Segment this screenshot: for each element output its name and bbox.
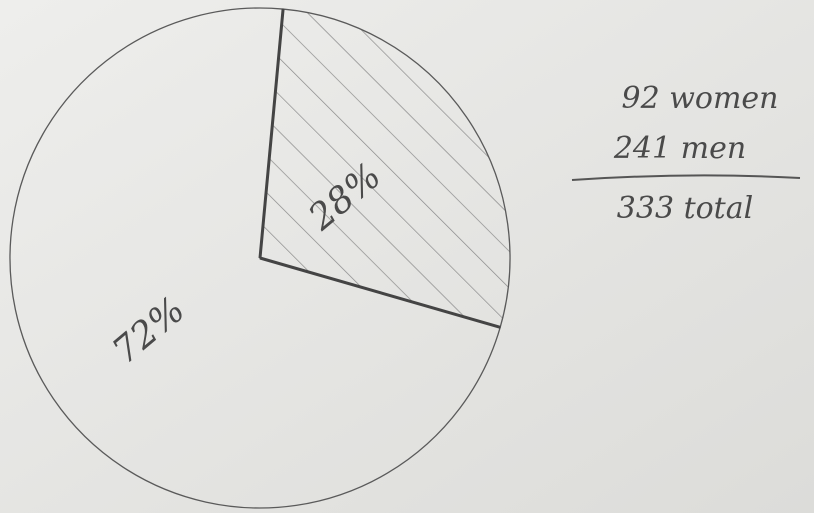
pie-slice bbox=[259, 8, 511, 329]
annotation: 333 total bbox=[617, 191, 753, 226]
annotation: 241 men bbox=[613, 131, 746, 166]
pie-slice bbox=[9, 7, 502, 509]
slice-edge bbox=[258, 8, 285, 259]
slice-edge bbox=[259, 256, 501, 329]
sum-rule bbox=[571, 174, 801, 181]
annotation: 92 women bbox=[622, 81, 779, 116]
